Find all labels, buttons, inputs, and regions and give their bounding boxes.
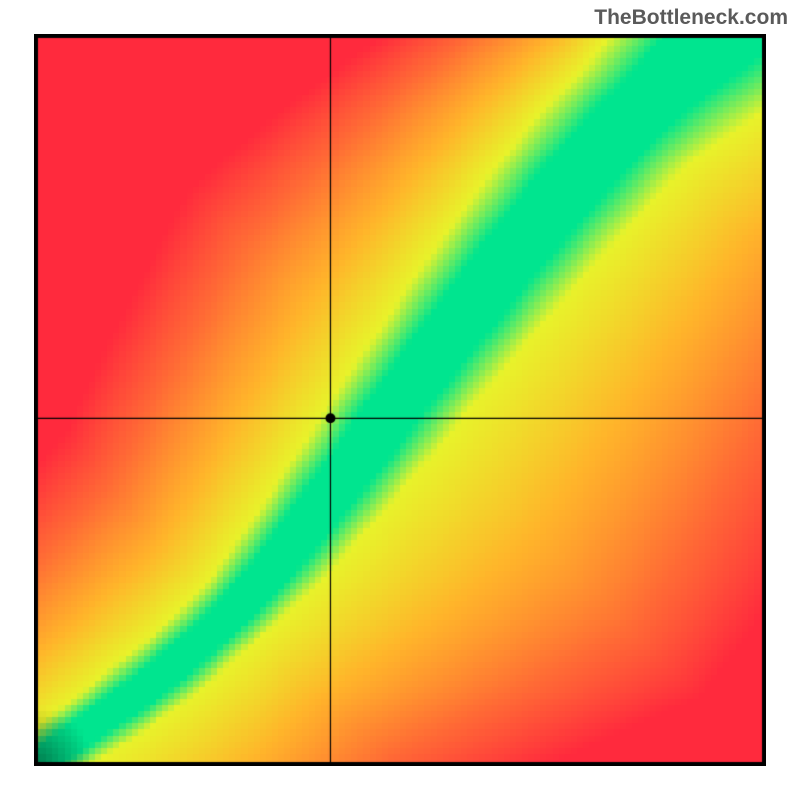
attribution-text: TheBottleneck.com — [594, 6, 788, 30]
heatmap-plot — [34, 34, 766, 766]
chart-container: TheBottleneck.com — [0, 0, 800, 800]
heatmap-canvas — [34, 34, 766, 766]
